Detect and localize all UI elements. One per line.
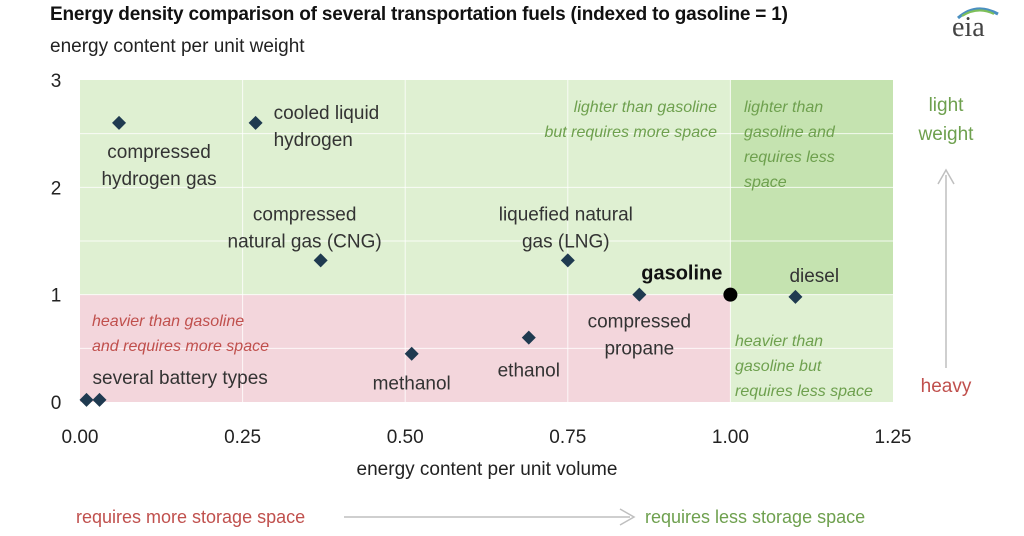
data-point [404, 346, 419, 361]
y-tick-label: 2 [51, 178, 62, 199]
data-point [112, 115, 127, 130]
point-label: hydrogen [274, 130, 353, 151]
y-tick-label: 0 [51, 393, 62, 414]
x-tick-label: 1.25 [875, 427, 912, 448]
point-label: diesel [789, 266, 839, 287]
point-label: gasoline [641, 263, 722, 285]
point-label: gas (LNG) [522, 231, 610, 252]
point-label: liquefied natural [499, 204, 633, 225]
region-annotations: lighter than gasoline but requires more s… [92, 99, 873, 400]
annotation-lighter-less-space: space [744, 174, 787, 191]
annotation-lighter-more-space: but requires more space [544, 124, 717, 141]
point-label: several battery types [93, 368, 268, 389]
point-label: compressed [588, 312, 692, 333]
point-labels: compressed hydrogen gas cooled liquid hydro… [93, 103, 840, 395]
x-tick-label: 0.25 [224, 427, 261, 448]
light-label: light [929, 95, 965, 116]
point-label: ethanol [498, 361, 560, 382]
eia-logo-swoosh-icon [957, 7, 999, 20]
less-storage-label: requires less storage space [645, 507, 865, 527]
x-tick-label: 0.75 [549, 427, 586, 448]
data-point [92, 392, 107, 407]
annotation-heavier-less-space: requires less space [735, 383, 873, 400]
x-tick-label: 0.50 [387, 427, 424, 448]
weight-arrow-head-icon [937, 168, 955, 185]
storage-arrow-head-icon [619, 508, 636, 526]
data-points [79, 115, 803, 407]
point-label: hydrogen gas [101, 169, 216, 190]
y-tick-label: 1 [51, 286, 62, 307]
data-point-gasoline [723, 287, 738, 302]
data-point [79, 392, 94, 407]
chart-grid [80, 80, 893, 402]
annotation-lighter-more-space: lighter than gasoline [574, 99, 717, 116]
weight-label: weight [918, 124, 975, 145]
heavy-label: heavy [921, 376, 972, 397]
data-point [521, 330, 536, 345]
point-label: compressed [253, 204, 357, 225]
annotation-heavier-less-space: gasoline but [735, 358, 822, 375]
data-point [560, 253, 575, 268]
point-label: methanol [373, 374, 451, 395]
data-point [632, 287, 647, 302]
point-label: compressed [107, 142, 211, 163]
data-point [248, 115, 263, 130]
axis-ticks: 0.00 0.25 0.50 0.75 1.00 1.25 0 1 2 3 [51, 71, 912, 448]
annotation-heavier-more-space: and requires more space [92, 338, 269, 355]
annotation-heavier-less-space: heavier than [735, 333, 823, 350]
point-label: natural gas (CNG) [228, 231, 382, 252]
y-axis-title: energy content per unit weight [50, 36, 305, 57]
y-tick-label: 3 [51, 71, 62, 92]
point-label: propane [604, 339, 674, 360]
annotation-lighter-less-space: lighter than [744, 99, 823, 116]
x-tick-label: 0.00 [62, 427, 99, 448]
x-tick-label: 1.00 [712, 427, 749, 448]
more-storage-label: requires more storage space [76, 507, 305, 527]
data-point [788, 289, 803, 304]
annotation-lighter-less-space: gasoline and [744, 124, 836, 141]
x-axis-label: energy content per unit volume [357, 459, 618, 480]
data-point [313, 253, 328, 268]
annotation-lighter-less-space: requires less [744, 149, 835, 166]
chart-title: Energy density comparison of several tra… [50, 4, 788, 25]
point-label: cooled liquid [274, 103, 380, 124]
annotation-heavier-more-space: heavier than gasoline [92, 313, 244, 330]
